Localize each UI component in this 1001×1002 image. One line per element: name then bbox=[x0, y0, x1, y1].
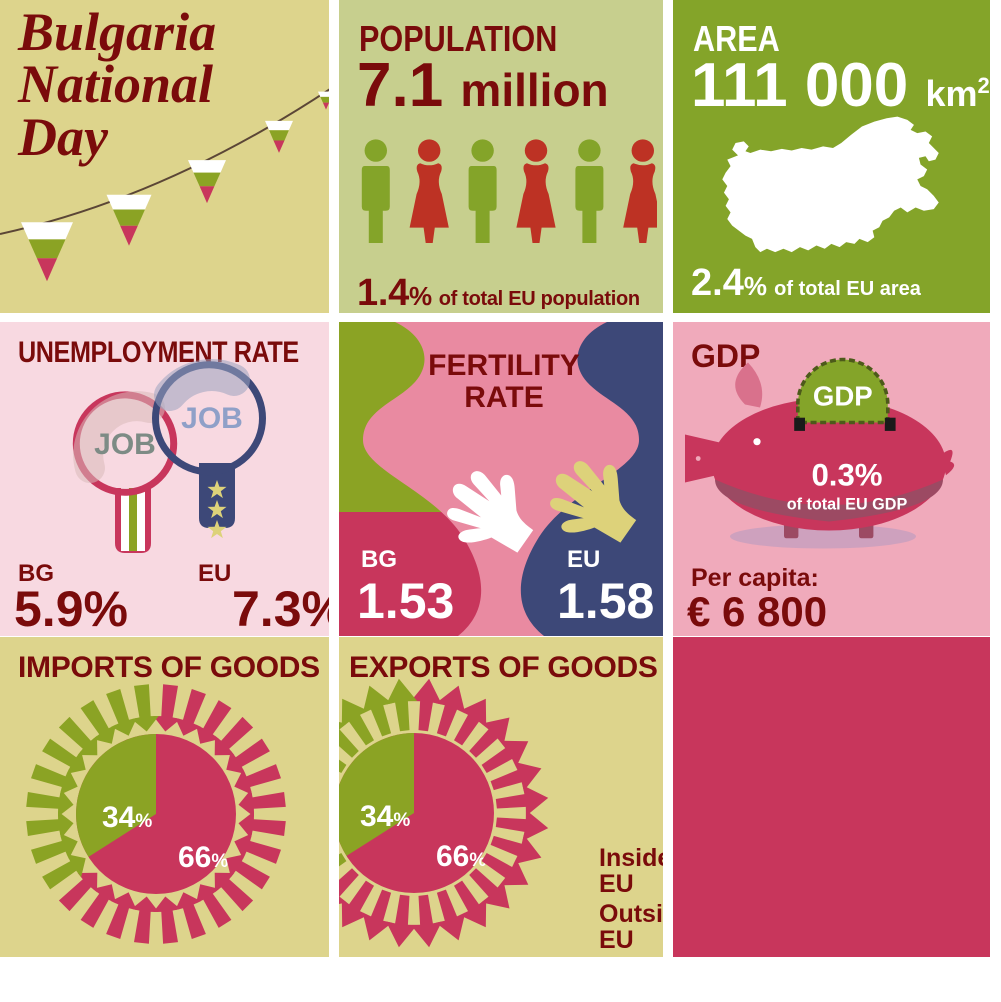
svg-text:of total EU GDP: of total EU GDP bbox=[787, 496, 908, 514]
svg-text:0.3%: 0.3% bbox=[811, 458, 882, 493]
svg-text:GDP: GDP bbox=[813, 381, 873, 412]
svg-text:JOB: JOB bbox=[181, 402, 243, 435]
svg-text:JOB: JOB bbox=[94, 428, 156, 461]
